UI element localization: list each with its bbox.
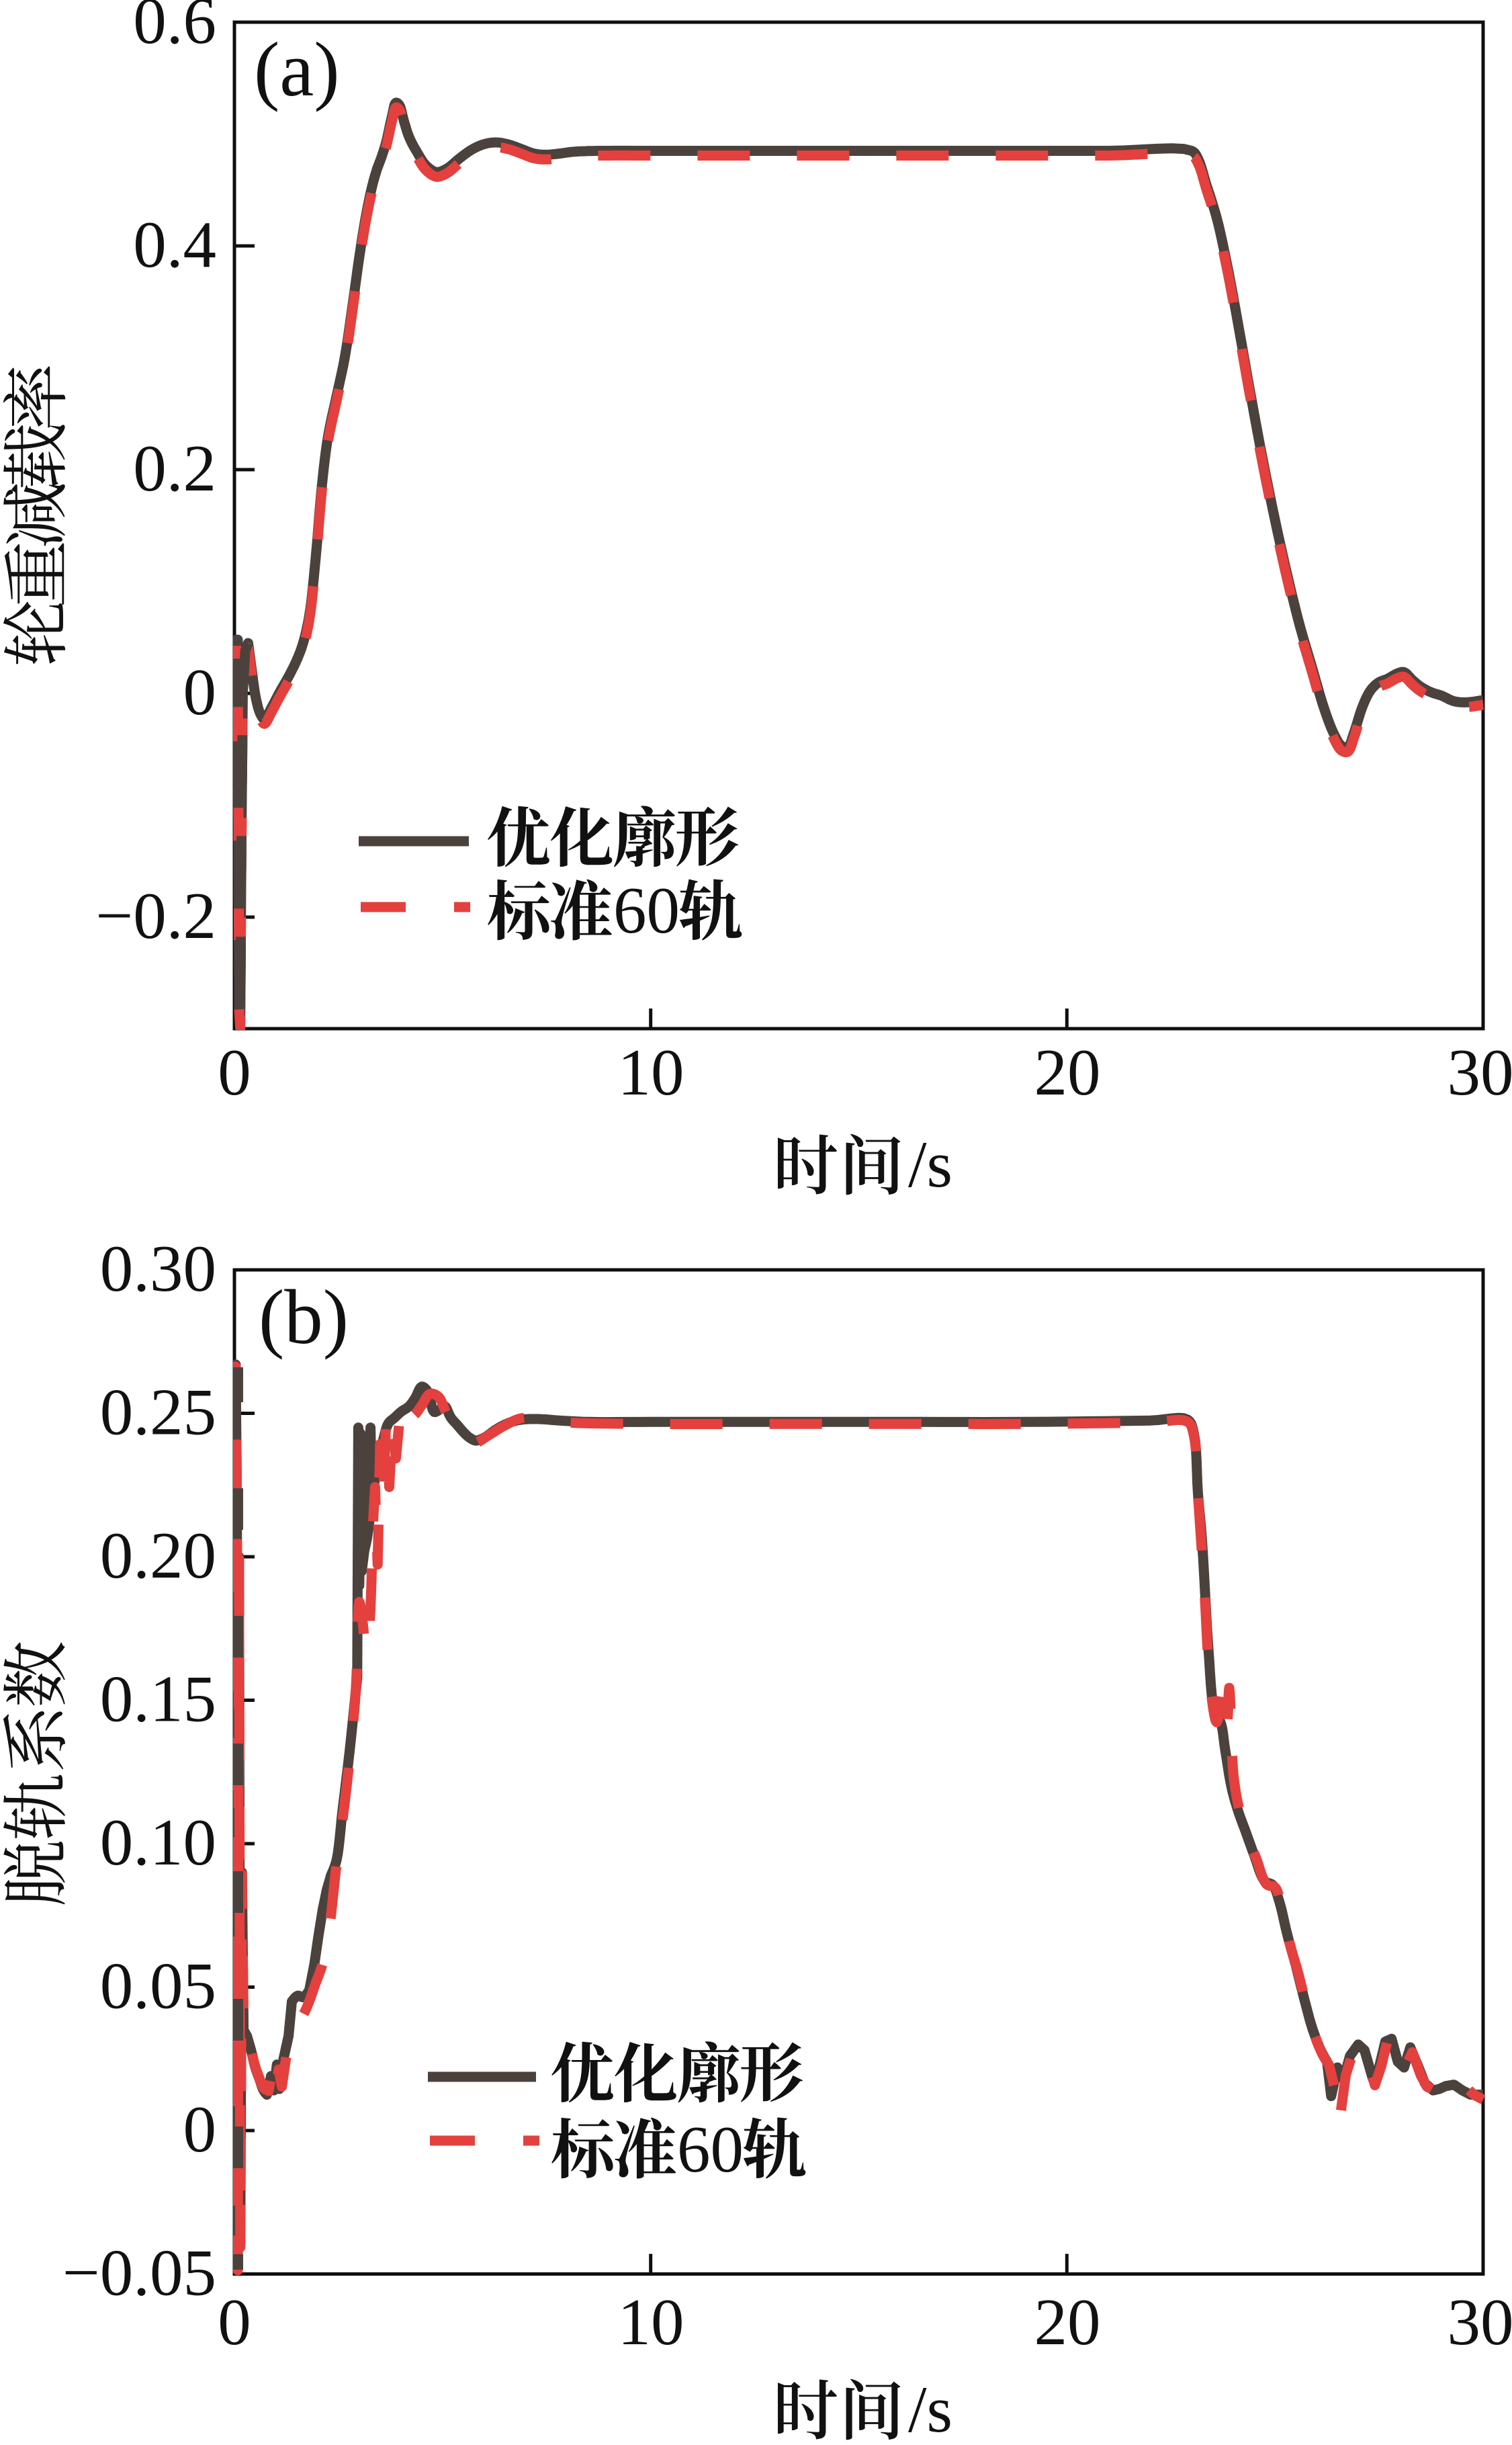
svg-text:/s: /s [908,2373,952,2442]
svg-text:10: 10 [618,2286,684,2359]
svg-text:10: 10 [618,1036,684,1109]
svg-text:0.4: 0.4 [133,208,216,282]
svg-text:0.6: 0.6 [133,0,216,58]
svg-text:60: 60 [677,2113,744,2186]
svg-text:(b): (b) [259,1275,349,1360]
svg-text:(a): (a) [254,27,340,112]
svg-text:0.15: 0.15 [100,1663,216,1736]
svg-text:0: 0 [183,656,217,729]
svg-text:30: 30 [1448,1036,1512,1109]
svg-text:0.25: 0.25 [100,1376,216,1449]
svg-text:−0.05: −0.05 [62,2237,216,2310]
svg-text:0: 0 [183,2093,217,2166]
svg-text:30: 30 [1448,2286,1512,2359]
svg-text:0.30: 0.30 [100,1232,216,1305]
svg-text:/s: /s [908,1128,952,1201]
svg-text:20: 20 [1034,1036,1101,1109]
svg-text:0: 0 [218,2286,251,2359]
svg-text:−0.2: −0.2 [95,880,216,953]
svg-text:0.05: 0.05 [100,1950,216,2023]
svg-text:0.2: 0.2 [133,432,216,505]
svg-text:60: 60 [613,874,680,947]
svg-text:0: 0 [218,1036,251,1109]
svg-text:0.20: 0.20 [100,1519,216,1592]
svg-text:20: 20 [1034,2286,1101,2359]
svg-text:0.10: 0.10 [100,1806,216,1879]
